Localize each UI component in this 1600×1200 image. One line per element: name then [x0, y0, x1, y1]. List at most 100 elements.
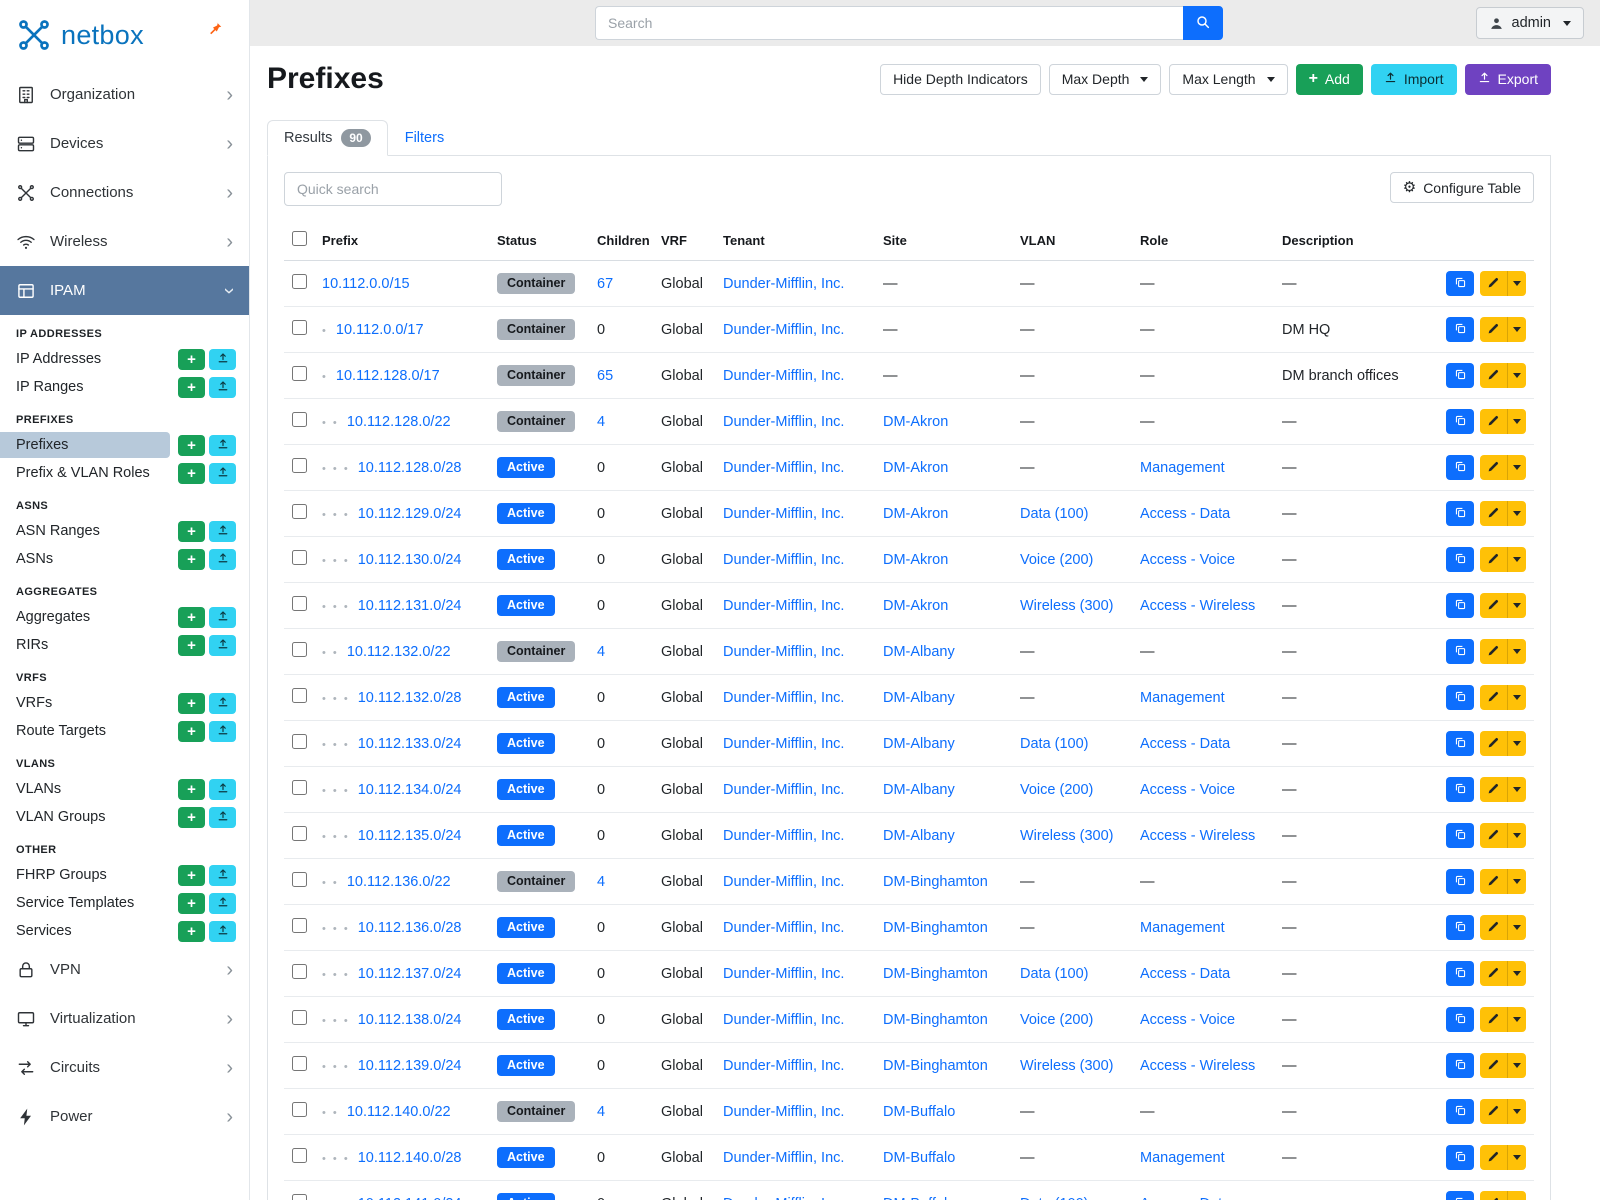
row-checkbox[interactable] — [292, 964, 307, 979]
role-link[interactable]: Access - Voice — [1140, 1011, 1236, 1028]
edit-button[interactable] — [1480, 1007, 1507, 1032]
vlan-link[interactable]: Data (100) — [1020, 505, 1089, 522]
copy-button[interactable] — [1446, 731, 1474, 756]
role-link[interactable]: Access - Voice — [1140, 781, 1236, 798]
copy-button[interactable] — [1446, 777, 1474, 802]
copy-button[interactable] — [1446, 685, 1474, 710]
children-link[interactable]: 65 — [597, 367, 614, 384]
tenant-link[interactable]: Dunder-Mifflin, Inc. — [723, 597, 845, 614]
edit-dropdown-button[interactable] — [1507, 409, 1526, 434]
quick-search-input[interactable] — [284, 172, 502, 206]
row-checkbox[interactable] — [292, 274, 307, 289]
sidebar-item-ipam[interactable]: IPAM › — [0, 266, 249, 315]
role-link[interactable]: Access - Data — [1140, 505, 1231, 522]
edit-dropdown-button[interactable] — [1507, 777, 1526, 802]
tenant-link[interactable]: Dunder-Mifflin, Inc. — [723, 781, 845, 798]
sidebar-item-vrfs[interactable]: VRFs + — [0, 689, 249, 717]
sidebar-item-vpn[interactable]: VPN › — [0, 945, 249, 994]
edit-dropdown-button[interactable] — [1507, 823, 1526, 848]
sidebar-item-asn-ranges[interactable]: ASN Ranges + — [0, 517, 249, 545]
row-checkbox[interactable] — [292, 458, 307, 473]
edit-dropdown-button[interactable] — [1507, 501, 1526, 526]
sidebar-item-rirs[interactable]: RIRs + — [0, 631, 249, 659]
edit-button[interactable] — [1480, 363, 1507, 388]
quick-import-button[interactable] — [209, 720, 236, 742]
role-link[interactable]: Access - Voice — [1140, 551, 1236, 568]
netbox-logo-icon[interactable] — [16, 17, 52, 53]
copy-button[interactable] — [1446, 363, 1474, 388]
add-button[interactable]: + Add — [1295, 63, 1363, 95]
configure-table-button[interactable]: ⚙ Configure Table — [1389, 172, 1534, 203]
quick-import-button[interactable] — [209, 606, 236, 628]
prefix-link[interactable]: 10.112.130.0/24 — [357, 551, 462, 568]
edit-button[interactable] — [1480, 1053, 1507, 1078]
edit-button[interactable] — [1480, 1145, 1507, 1170]
quick-import-button[interactable] — [209, 692, 236, 714]
copy-button[interactable] — [1446, 455, 1474, 480]
quick-add-button[interactable]: + — [178, 920, 205, 942]
edit-dropdown-button[interactable] — [1507, 1007, 1526, 1032]
prefix-link[interactable]: 10.112.128.0/22 — [346, 413, 451, 430]
role-link[interactable]: Access - Wireless — [1140, 1057, 1256, 1074]
quick-import-button[interactable] — [209, 520, 236, 542]
sidebar-item-ip-addresses[interactable]: IP Addresses + — [0, 345, 249, 373]
children-link[interactable]: 67 — [597, 275, 614, 292]
vlan-link[interactable]: Data (100) — [1020, 1196, 1089, 1200]
copy-button[interactable] — [1446, 593, 1474, 618]
role-link[interactable]: Management — [1140, 459, 1225, 476]
row-checkbox[interactable] — [292, 412, 307, 427]
tenant-link[interactable]: Dunder-Mifflin, Inc. — [723, 965, 845, 982]
edit-dropdown-button[interactable] — [1507, 271, 1526, 296]
hide-depth-indicators-button[interactable]: Hide Depth Indicators — [880, 63, 1041, 95]
user-menu-button[interactable]: admin — [1475, 7, 1584, 39]
sidebar-item-organization[interactable]: Organization › — [0, 70, 249, 119]
site-link[interactable]: DM-Binghamton — [883, 1011, 988, 1028]
row-checkbox[interactable] — [292, 596, 307, 611]
tenant-link[interactable]: Dunder-Mifflin, Inc. — [723, 413, 845, 430]
site-link[interactable]: DM-Albany — [883, 643, 955, 660]
edit-dropdown-button[interactable] — [1507, 869, 1526, 894]
edit-button[interactable] — [1480, 271, 1507, 296]
row-checkbox[interactable] — [292, 872, 307, 887]
row-checkbox[interactable] — [292, 1010, 307, 1025]
edit-dropdown-button[interactable] — [1507, 1099, 1526, 1124]
row-checkbox[interactable] — [292, 918, 307, 933]
row-checkbox[interactable] — [292, 1056, 307, 1071]
sidebar-item-service-templates[interactable]: Service Templates + — [0, 889, 249, 917]
edit-button[interactable] — [1480, 869, 1507, 894]
edit-dropdown-button[interactable] — [1507, 455, 1526, 480]
quick-add-button[interactable]: + — [178, 348, 205, 370]
tab-results[interactable]: Results 90 — [267, 120, 388, 156]
quick-add-button[interactable]: + — [178, 634, 205, 656]
edit-dropdown-button[interactable] — [1507, 593, 1526, 618]
prefix-link[interactable]: 10.112.0.0/17 — [335, 321, 424, 338]
edit-button[interactable] — [1480, 547, 1507, 572]
role-link[interactable]: Management — [1140, 1149, 1225, 1166]
prefix-link[interactable]: 10.112.133.0/24 — [357, 735, 462, 752]
vlan-link[interactable]: Voice (200) — [1020, 551, 1094, 568]
tenant-link[interactable]: Dunder-Mifflin, Inc. — [723, 919, 845, 936]
sidebar-item-services[interactable]: Services + — [0, 917, 249, 945]
children-link[interactable]: 4 — [597, 413, 606, 430]
quick-import-button[interactable] — [209, 462, 236, 484]
vlan-link[interactable]: Voice (200) — [1020, 781, 1094, 798]
prefix-link[interactable]: 10.112.135.0/24 — [357, 827, 462, 844]
sidebar-item-fhrp-groups[interactable]: FHRP Groups + — [0, 861, 249, 889]
quick-add-button[interactable]: + — [178, 864, 205, 886]
sidebar-item-prefix-vlan-roles[interactable]: Prefix & VLAN Roles + — [0, 459, 249, 487]
site-link[interactable]: DM-Binghamton — [883, 873, 988, 890]
import-button[interactable]: Import — [1370, 63, 1457, 95]
sidebar-item-wireless[interactable]: Wireless › — [0, 217, 249, 266]
quick-add-button[interactable]: + — [178, 606, 205, 628]
tenant-link[interactable]: Dunder-Mifflin, Inc. — [723, 1103, 845, 1120]
row-checkbox[interactable] — [292, 504, 307, 519]
tenant-link[interactable]: Dunder-Mifflin, Inc. — [723, 643, 845, 660]
tenant-link[interactable]: Dunder-Mifflin, Inc. — [723, 1149, 845, 1166]
role-link[interactable]: Access - Data — [1140, 965, 1231, 982]
edit-dropdown-button[interactable] — [1507, 915, 1526, 940]
site-link[interactable]: DM-Albany — [883, 735, 955, 752]
copy-button[interactable] — [1446, 639, 1474, 664]
copy-button[interactable] — [1446, 501, 1474, 526]
edit-dropdown-button[interactable] — [1507, 363, 1526, 388]
site-link[interactable]: DM-Akron — [883, 505, 949, 522]
